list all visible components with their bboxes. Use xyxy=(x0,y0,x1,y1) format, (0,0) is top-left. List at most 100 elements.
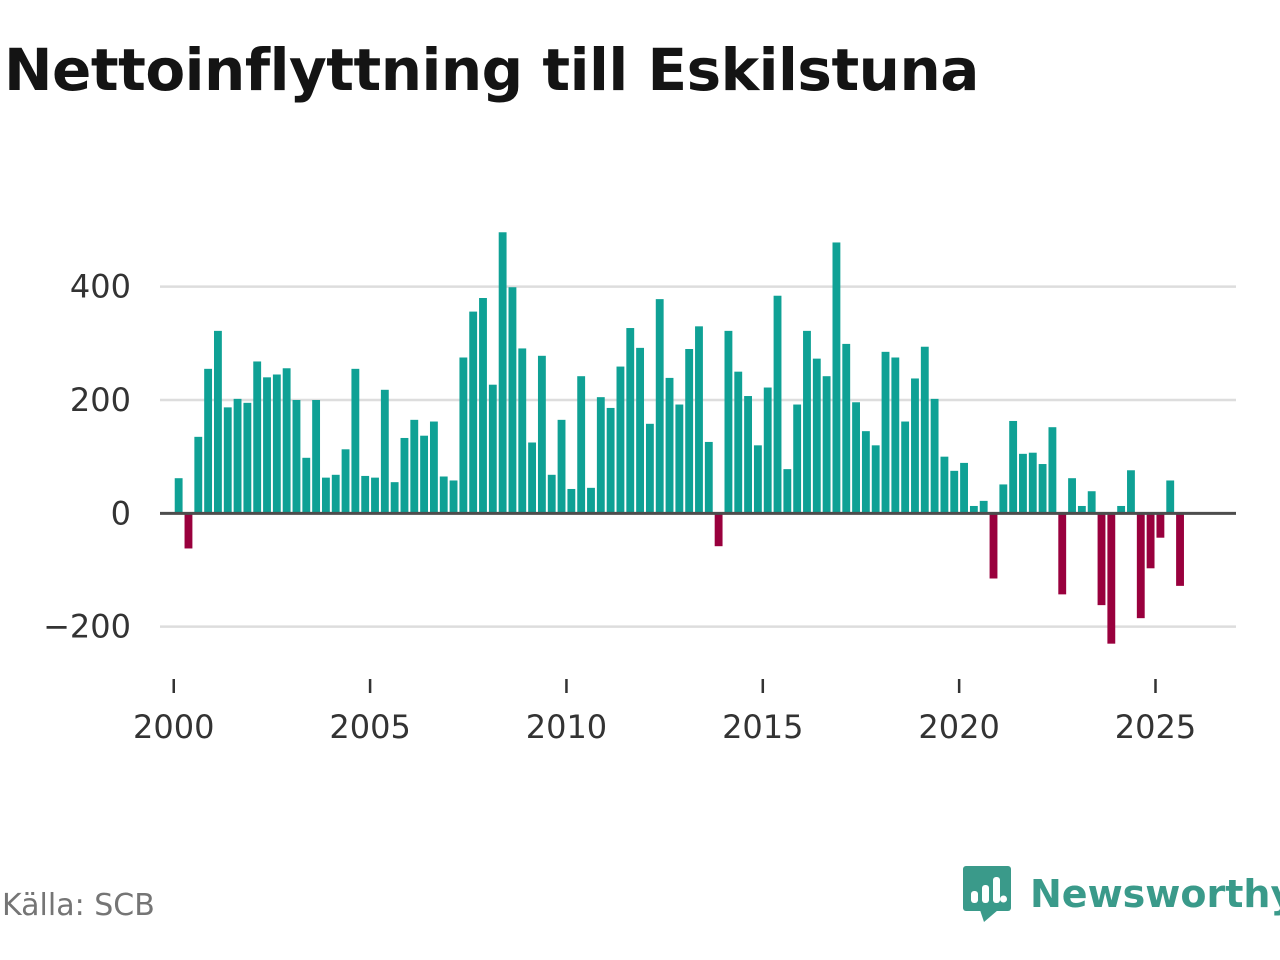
bar-2011-q4 xyxy=(636,347,645,514)
bar-2011-q2 xyxy=(616,366,625,514)
bar-2022-q4 xyxy=(1068,478,1076,514)
bar-2000-q4 xyxy=(204,368,213,514)
bar-2019-q1 xyxy=(920,346,929,514)
bar-2012-q3 xyxy=(665,377,674,514)
x-tick-label: 2000 xyxy=(133,708,214,746)
y-tick-label: 0 xyxy=(111,494,131,532)
bar-2025-q3 xyxy=(1176,513,1184,586)
bar-2012-q4 xyxy=(675,404,684,514)
bar-2004-q4 xyxy=(361,475,370,514)
bar-2010-q1 xyxy=(567,488,576,514)
bar-2003-q2 xyxy=(302,457,311,514)
bar-2008-q2 xyxy=(498,232,507,514)
newsworthy-brand: Newsworthy xyxy=(962,864,1280,924)
bar-2011-q1 xyxy=(606,407,615,514)
bar-2009-q4 xyxy=(557,419,566,514)
bar-2016-q3 xyxy=(822,376,831,514)
bar-2007-q3 xyxy=(469,311,478,514)
bar-2024-q4 xyxy=(1146,513,1155,569)
bar-2021-q3 xyxy=(1019,453,1027,514)
x-axis: 2000 2005 2010 2015 2020 2025 xyxy=(133,679,1196,746)
x-tick-label: 2010 xyxy=(526,708,607,746)
x-tick-label: 2015 xyxy=(722,708,803,746)
x-tick-label: 2025 xyxy=(1115,708,1196,746)
bar-2001-q2 xyxy=(223,407,232,514)
bar-2001-q3 xyxy=(233,398,242,514)
bar-2025-q1 xyxy=(1156,513,1165,538)
bar-2023-q3 xyxy=(1097,513,1106,606)
bar-2019-q4 xyxy=(950,470,959,514)
bar-2024-q1 xyxy=(1117,505,1126,514)
bar-2004-q1 xyxy=(331,474,340,514)
bar-2003-q3 xyxy=(312,400,321,514)
bar-2009-q3 xyxy=(547,474,556,514)
bar-2007-q4 xyxy=(479,298,487,514)
bar-2002-q4 xyxy=(282,368,291,514)
bar-2012-q2 xyxy=(655,299,664,514)
bar-2021-q4 xyxy=(1028,452,1037,514)
bar-2011-q3 xyxy=(626,328,635,514)
source-note: Källa: SCB xyxy=(2,888,155,923)
bar-2006-q3 xyxy=(429,421,438,514)
bar-2010-q2 xyxy=(577,376,586,514)
bar-2002-q3 xyxy=(272,374,281,514)
bar-2022-q2 xyxy=(1048,427,1057,514)
bar-2020-q1 xyxy=(960,462,968,514)
bar-2023-q2 xyxy=(1087,491,1096,514)
bar-2000-q2 xyxy=(184,513,193,549)
bar-2002-q1 xyxy=(253,361,262,514)
bar-2017-q2 xyxy=(852,402,860,514)
bar-2014-q3 xyxy=(744,396,752,514)
bar-2023-q1 xyxy=(1077,505,1086,514)
bar-2007-q2 xyxy=(459,357,468,514)
bar-2001-q4 xyxy=(243,402,252,514)
bar-2024-q2 xyxy=(1127,470,1135,514)
bar-2008-q1 xyxy=(488,384,497,514)
bar-2014-q2 xyxy=(734,371,743,514)
bar-2018-q3 xyxy=(901,421,910,514)
bar-2014-q4 xyxy=(753,445,762,514)
bar-2015-q4 xyxy=(793,404,802,514)
bar-2000-q3 xyxy=(194,436,203,514)
bar-2020-q3 xyxy=(979,500,988,514)
bar-2013-q4 xyxy=(714,513,723,547)
bar-2013-q3 xyxy=(704,441,713,514)
chart-title: Nettoinflyttning till Eskilstuna xyxy=(4,36,979,104)
bar-2004-q2 xyxy=(341,449,350,514)
bars xyxy=(174,232,1184,644)
bar-2009-q2 xyxy=(537,355,546,514)
bar-2006-q1 xyxy=(410,419,419,514)
bar-2015-q1 xyxy=(763,387,772,514)
y-tick-label: 400 xyxy=(70,268,131,306)
x-tick-label: 2020 xyxy=(918,708,999,746)
bar-2018-q1 xyxy=(881,351,890,514)
bar-2002-q2 xyxy=(263,377,271,514)
bar-2003-q1 xyxy=(292,400,301,514)
bar-2005-q2 xyxy=(380,389,389,514)
bar-2021-q2 xyxy=(1009,420,1018,514)
bar-2025-q2 xyxy=(1166,480,1175,514)
bar-2019-q3 xyxy=(940,456,949,514)
bar-2012-q1 xyxy=(645,423,654,514)
bar-2019-q2 xyxy=(930,398,939,514)
bar-2008-q3 xyxy=(508,287,517,514)
bar-2017-q1 xyxy=(842,343,851,514)
bar-2023-q4 xyxy=(1107,513,1116,644)
y-tick-label: −200 xyxy=(43,608,131,646)
bar-2017-q3 xyxy=(861,431,870,514)
bar-2017-q4 xyxy=(871,445,880,514)
bar-2021-q1 xyxy=(999,484,1008,514)
bar-2010-q3 xyxy=(587,487,595,514)
bar-2022-q1 xyxy=(1038,464,1047,514)
bar-2018-q4 xyxy=(911,378,919,514)
bar-2008-q4 xyxy=(518,348,527,514)
bar-2015-q3 xyxy=(783,469,792,514)
bar-2005-q3 xyxy=(390,482,399,514)
bar-2013-q1 xyxy=(685,349,694,514)
bar-2006-q2 xyxy=(420,435,429,514)
y-tick-label: 200 xyxy=(70,381,131,419)
bar-2001-q1 xyxy=(213,330,222,514)
bar-2015-q2 xyxy=(773,295,782,514)
bar-2020-q2 xyxy=(969,505,978,514)
